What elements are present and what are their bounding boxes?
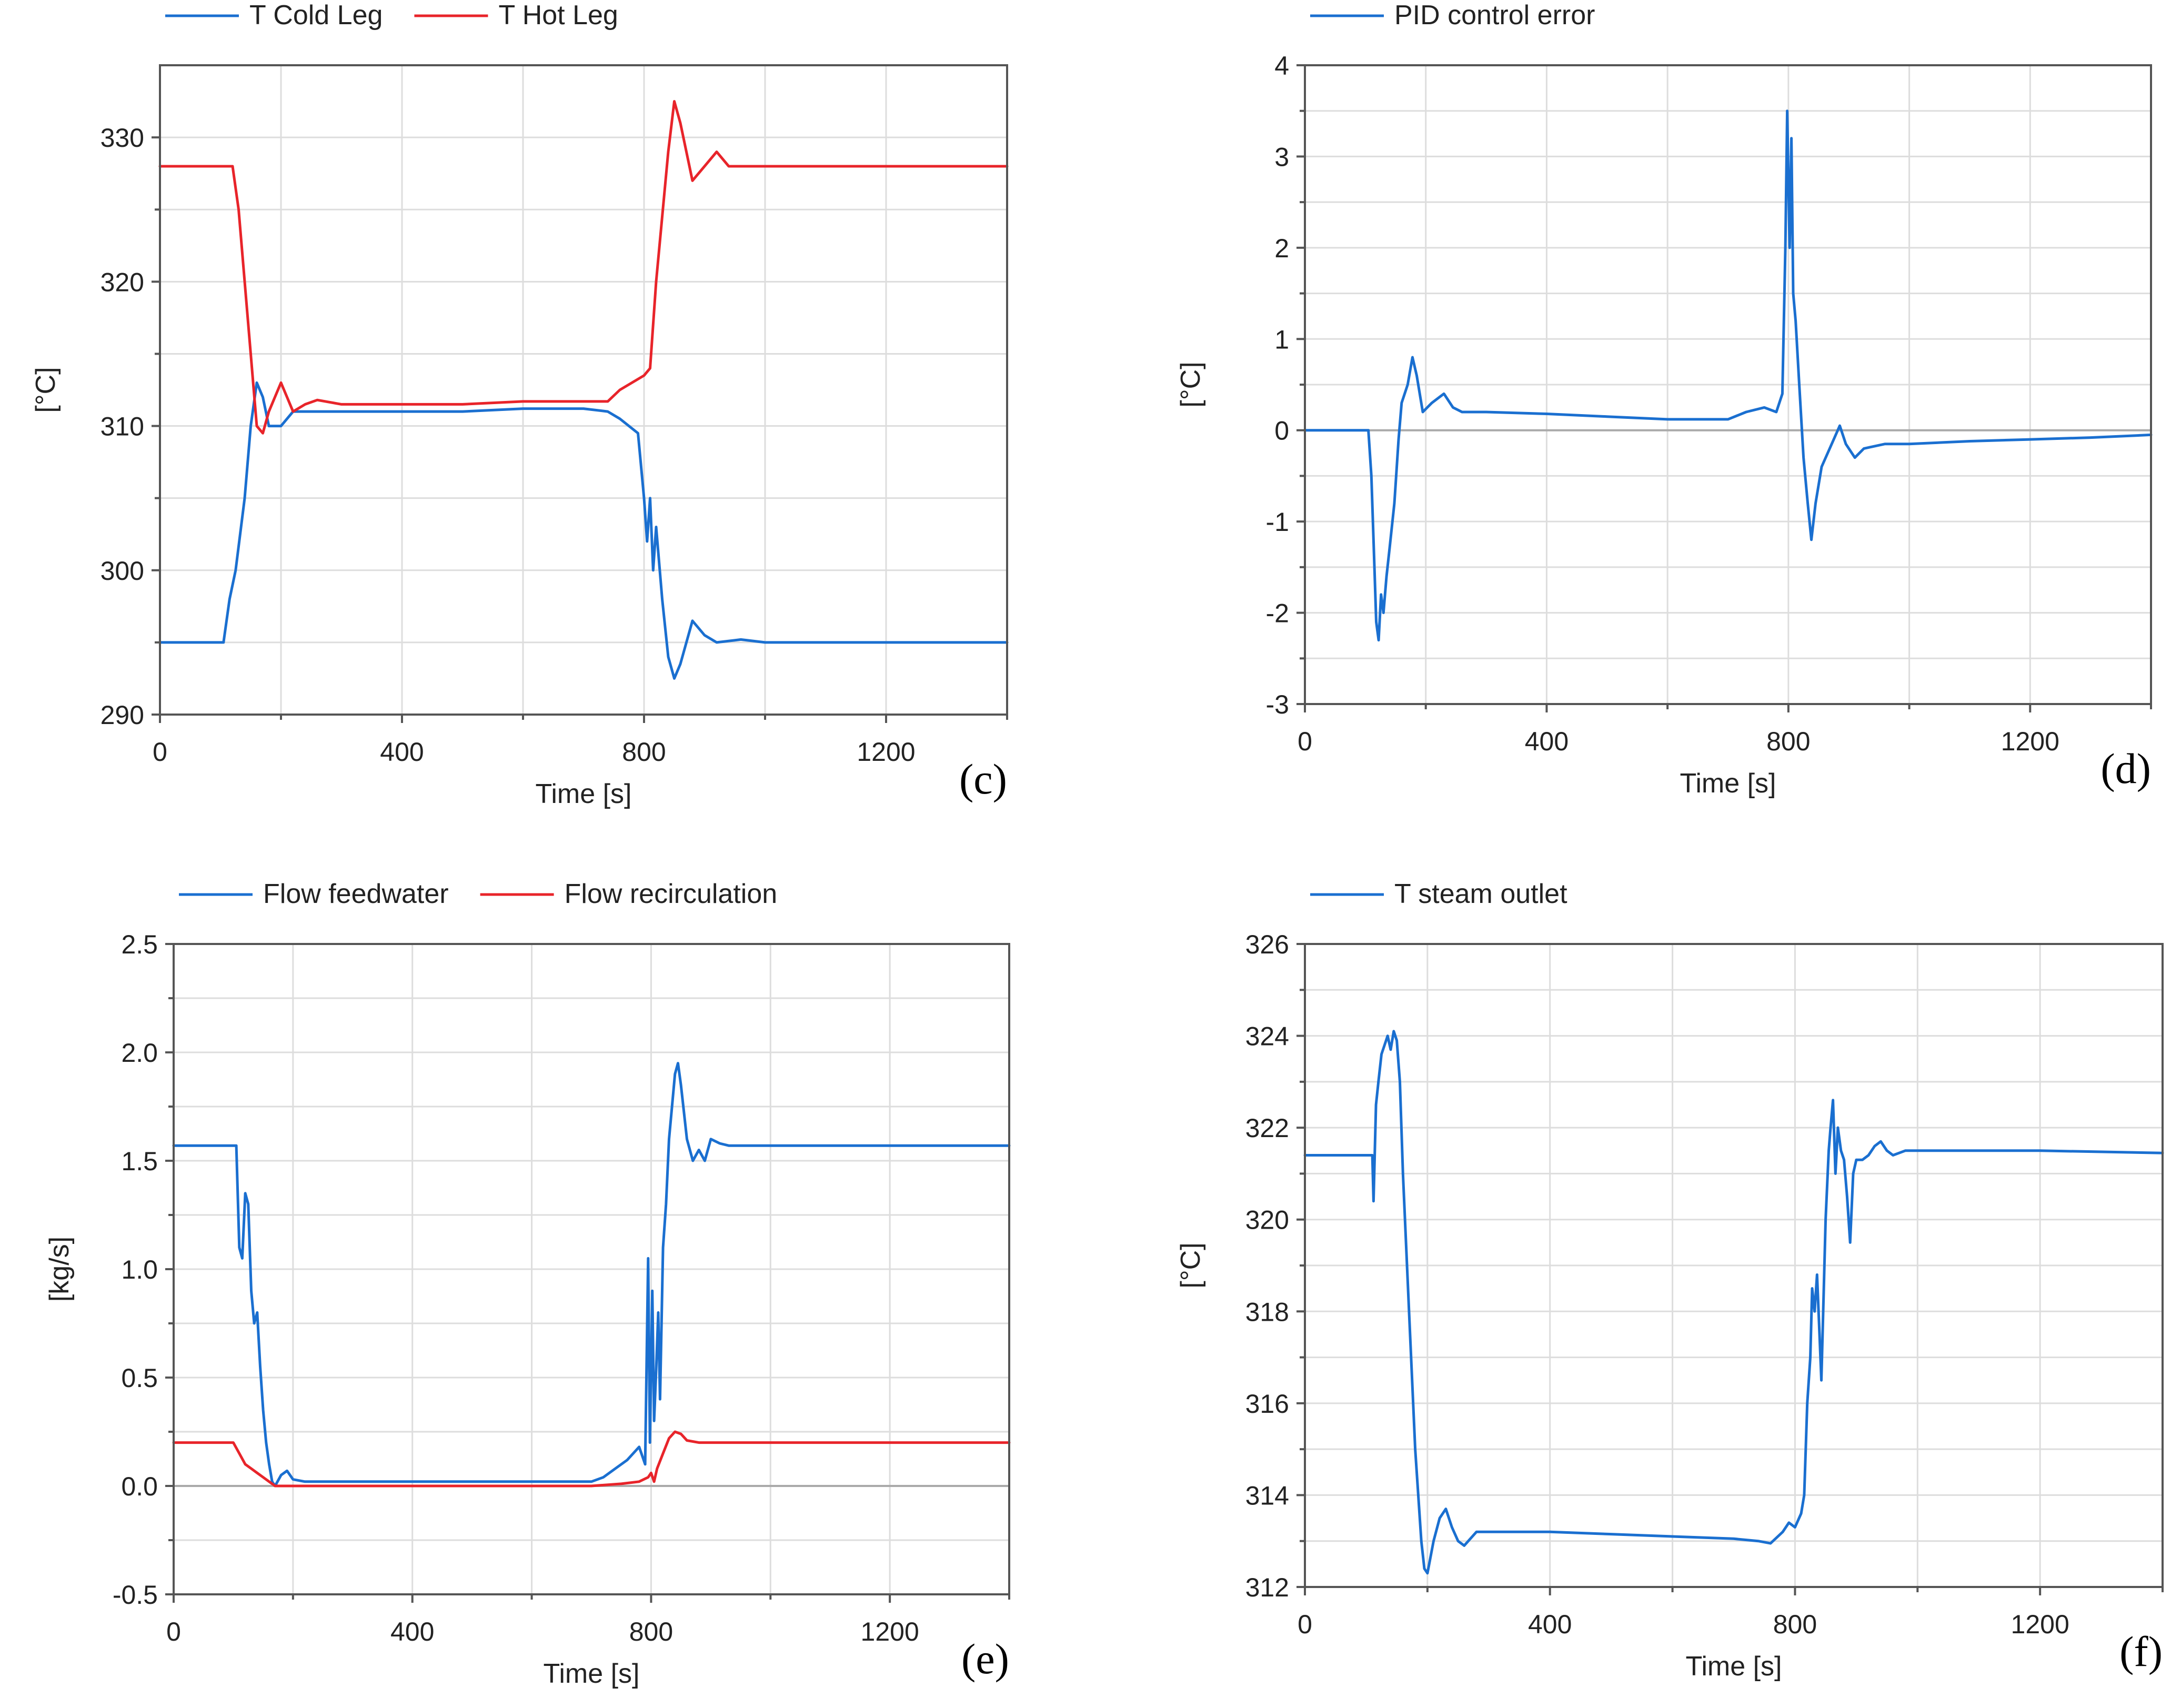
series-line-d-1	[1303, 109, 2153, 642]
x-axis-label-f: Time [s]	[1686, 1651, 1782, 1682]
series-line-c-2	[158, 100, 1009, 435]
x-tick-label-d: 800	[1766, 727, 1810, 756]
x-tick-label-d: 0	[1298, 727, 1312, 756]
y-tick-label-f: 320	[1245, 1205, 1289, 1235]
plot-frame-c	[159, 64, 1008, 716]
panel-label-d: (d)	[2100, 745, 2151, 792]
y-tick-label-d: -2	[1266, 599, 1289, 628]
legend-label-c-2: T Hot Leg	[498, 0, 618, 31]
y-tick-label-d: 4	[1274, 51, 1289, 81]
x-tick-label-e: 800	[629, 1617, 673, 1646]
x-axis-label-d: Time [s]	[1680, 768, 1776, 799]
y-tick-label-f: 322	[1245, 1113, 1289, 1143]
y-tick-label-e: -0.5	[113, 1580, 158, 1610]
legend-label-f-1: T steam outlet	[1394, 879, 1567, 909]
panel-c: T Cold Leg T Hot Leg 0 400 800 1200 290 300 310…	[31, 0, 1009, 809]
y-tick-label-e: 1.0	[121, 1255, 158, 1284]
y-tick-label-e: 0.5	[121, 1363, 158, 1393]
x-tick-label-d: 400	[1525, 727, 1569, 756]
y-tick-label-f: 318	[1245, 1297, 1289, 1327]
legend-label-e-1: Flow feedwater	[263, 879, 449, 909]
series-line-e-1	[172, 1062, 1011, 1488]
y-tick-label-c: 310	[100, 412, 144, 441]
series-line-f-1	[1303, 1030, 2164, 1575]
panel-label-e: (e)	[961, 1635, 1009, 1683]
series-line-c-1	[158, 381, 1009, 680]
x-tick-label-f: 800	[1773, 1610, 1817, 1639]
y-tick-label-c: 320	[100, 267, 144, 297]
x-tick-label-f: 0	[1298, 1610, 1312, 1639]
y-axis-label-e: [kg/s]	[44, 1237, 75, 1302]
panel-f: T steam outlet 0 400 800 1200 312 314 316 318 32…	[1175, 879, 2164, 1682]
y-axis-label-d: [°C]	[1175, 361, 1206, 407]
legend-label-e-2: Flow recirculation	[565, 879, 778, 909]
x-axis-label-c: Time [s]	[536, 779, 632, 809]
y-tick-label-f: 316	[1245, 1389, 1289, 1419]
legend-label-d-1: PID control error	[1394, 0, 1595, 31]
y-tick-label-f: 314	[1245, 1481, 1289, 1510]
panel-d: PID control error 0 400 800 1200 -3 -2 -1 0 1 2 3 4…	[1175, 0, 2153, 799]
y-tick-label-f: 312	[1245, 1573, 1289, 1602]
legend-label-c-1: T Cold Leg	[249, 0, 383, 31]
y-tick-label-c: 330	[100, 123, 144, 153]
y-tick-label-e: 2.0	[121, 1038, 158, 1068]
y-tick-label-d: 2	[1274, 234, 1289, 263]
x-axis-label-e: Time [s]	[544, 1659, 640, 1689]
y-tick-label-d: 0	[1274, 416, 1289, 446]
y-tick-label-e: 1.5	[121, 1147, 158, 1176]
y-tick-label-f: 326	[1245, 930, 1289, 959]
x-tick-label-c: 800	[622, 737, 666, 767]
y-tick-label-d: 1	[1274, 325, 1289, 354]
panel-label-f: (f)	[2119, 1627, 2163, 1675]
x-tick-label-d: 1200	[2001, 727, 2059, 756]
panel-label-c: (c)	[959, 755, 1007, 803]
y-tick-label-d: 3	[1274, 142, 1289, 172]
x-tick-label-e: 1200	[861, 1617, 919, 1646]
y-tick-label-d: -1	[1266, 507, 1289, 537]
series-line-e-2	[172, 1430, 1011, 1488]
y-tick-label-c: 300	[100, 556, 144, 586]
y-tick-label-d: -3	[1266, 690, 1289, 719]
y-tick-label-e: 0.0	[121, 1472, 158, 1501]
y-axis-label-f: [°C]	[1175, 1242, 1206, 1288]
x-tick-label-c: 400	[380, 737, 424, 767]
y-tick-label-e: 2.5	[121, 930, 158, 959]
y-tick-label-c: 290	[100, 700, 144, 730]
x-tick-label-e: 400	[390, 1617, 434, 1646]
y-axis-label-c: [°C]	[31, 367, 61, 413]
panel-e: Flow feedwater Flow recirculation 0 400 800…	[44, 879, 1011, 1689]
x-tick-label-f: 1200	[2011, 1610, 2069, 1639]
y-tick-label-f: 324	[1245, 1022, 1289, 1051]
x-tick-label-c: 0	[153, 737, 167, 767]
x-tick-label-c: 1200	[857, 737, 915, 767]
x-tick-label-f: 400	[1528, 1610, 1572, 1639]
x-tick-label-e: 0	[166, 1617, 181, 1646]
